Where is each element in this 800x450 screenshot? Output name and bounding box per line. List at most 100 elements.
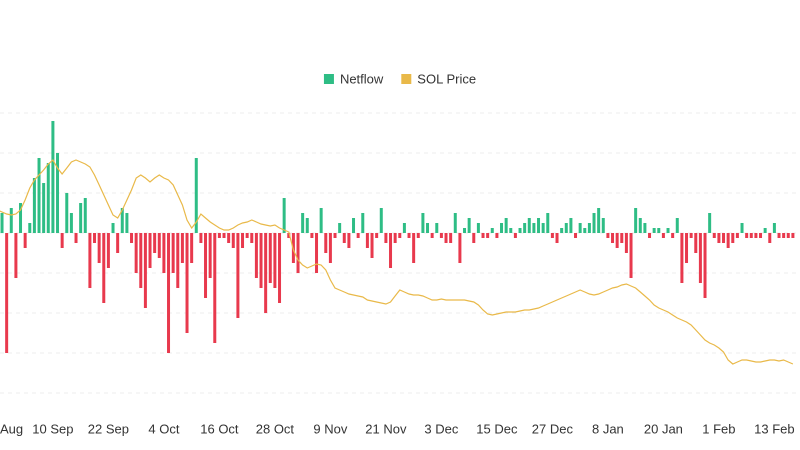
bar <box>264 233 268 313</box>
bar <box>227 233 231 243</box>
bar <box>185 233 189 333</box>
bar <box>416 233 420 238</box>
bar <box>712 233 716 238</box>
bar <box>0 213 4 233</box>
bar <box>393 233 397 243</box>
bar <box>241 233 245 248</box>
bar <box>615 233 619 248</box>
bar <box>490 228 494 233</box>
bar <box>319 208 323 233</box>
bar <box>624 233 628 253</box>
bar <box>722 233 726 243</box>
bar <box>648 233 652 238</box>
bar <box>453 213 457 233</box>
bar <box>254 233 258 278</box>
bar <box>689 233 693 238</box>
bar <box>5 233 9 353</box>
bar <box>407 233 411 238</box>
bar <box>338 223 342 233</box>
bar <box>245 233 249 238</box>
bar <box>777 233 781 238</box>
bar <box>426 223 430 233</box>
bar <box>463 228 467 233</box>
bar <box>587 223 591 233</box>
bar <box>430 233 434 238</box>
x-tick-label: 27 Dec <box>532 421 574 436</box>
x-tick-label: 16 Oct <box>200 421 239 436</box>
bar <box>671 233 675 238</box>
bar <box>278 233 282 303</box>
bar <box>194 158 198 233</box>
legend-swatch <box>401 74 412 84</box>
bar <box>500 223 504 233</box>
bar <box>560 228 564 233</box>
bar <box>204 233 208 298</box>
legend-label: SOL Price <box>417 71 476 86</box>
bar <box>342 233 346 243</box>
bar <box>56 153 60 233</box>
legend-swatch <box>323 74 334 84</box>
bar <box>694 233 698 253</box>
bar <box>19 203 23 233</box>
bar <box>435 223 439 233</box>
bar <box>361 213 365 233</box>
bar <box>643 223 647 233</box>
bar <box>222 233 226 238</box>
bar <box>88 233 92 288</box>
bar <box>199 233 203 243</box>
bar <box>578 223 582 233</box>
bar <box>301 213 305 233</box>
bar <box>467 218 471 233</box>
bar <box>180 233 184 263</box>
bar <box>513 233 517 238</box>
bar <box>32 178 36 233</box>
bar <box>162 233 166 273</box>
bar <box>51 121 55 233</box>
bar <box>370 233 374 258</box>
bar <box>79 203 83 233</box>
bar <box>74 233 78 243</box>
bar <box>176 233 180 288</box>
bar <box>9 208 13 233</box>
bar <box>310 233 314 238</box>
x-tick-label: 8 Jan <box>592 421 624 436</box>
bar <box>111 223 115 233</box>
bar <box>527 218 531 233</box>
bar <box>328 233 332 263</box>
bar <box>125 213 129 233</box>
bar <box>735 233 739 238</box>
bar <box>782 233 786 238</box>
bar <box>402 223 406 233</box>
bar <box>791 233 795 238</box>
bar <box>666 228 670 233</box>
bar <box>14 233 18 278</box>
bar <box>287 233 291 238</box>
bar <box>444 233 448 243</box>
bar <box>638 218 642 233</box>
bar <box>97 233 101 263</box>
bar <box>449 233 453 243</box>
bar <box>495 233 499 238</box>
bar <box>611 233 615 243</box>
x-tick-label: 4 Oct <box>148 421 179 436</box>
bar <box>717 233 721 243</box>
bar <box>421 213 425 233</box>
bar <box>509 228 513 233</box>
bar <box>439 233 443 238</box>
bar <box>476 223 480 233</box>
bar <box>190 233 194 263</box>
bar <box>282 198 286 233</box>
bar <box>250 233 254 243</box>
bar <box>629 233 633 278</box>
bar <box>379 208 383 233</box>
bar <box>153 233 157 253</box>
bar <box>217 233 221 238</box>
bar <box>305 218 309 233</box>
bar <box>601 218 605 233</box>
bar <box>83 198 87 233</box>
bar <box>333 233 337 238</box>
bar <box>504 218 508 233</box>
bar <box>231 233 235 248</box>
bar <box>680 233 684 283</box>
